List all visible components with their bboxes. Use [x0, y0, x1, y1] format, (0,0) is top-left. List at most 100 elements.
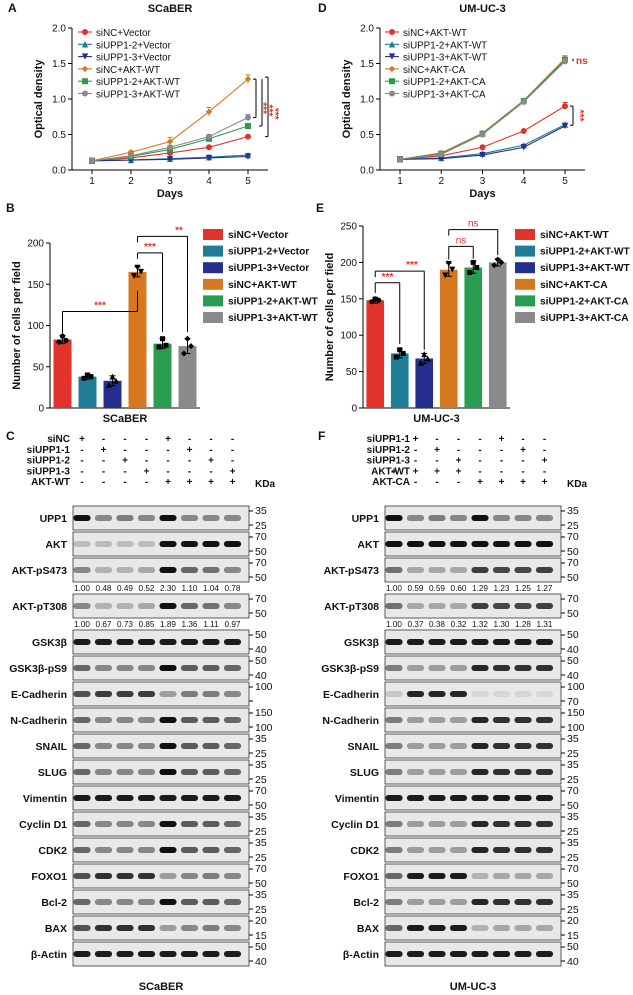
data-point: [479, 144, 486, 151]
replicate-point: [491, 262, 498, 269]
blot-band: [535, 541, 554, 547]
blot-label: Cyclin D1: [19, 819, 67, 831]
mw-label: 50: [567, 608, 579, 620]
quant-value: 2.30: [160, 584, 176, 593]
replicate-point: [470, 259, 476, 265]
blot-band: [116, 743, 134, 749]
blot-band: [73, 639, 91, 645]
legend-swatch: [515, 278, 535, 290]
blot-band: [137, 743, 156, 749]
quant-value: 0.97: [225, 620, 241, 629]
blot-label: Vimentin: [335, 793, 379, 805]
blot-band: [159, 603, 177, 609]
blot-label: BAX: [357, 923, 379, 935]
tick-label: 0: [38, 404, 44, 415]
treatment-mark: -: [500, 445, 503, 456]
legend-label: siUPP1-2+AKT-WT: [228, 296, 318, 307]
legend-swatch: [203, 262, 223, 274]
blot-band: [180, 717, 199, 723]
mw-label: 40: [567, 644, 579, 656]
blot-band: [202, 821, 220, 827]
data-point: [244, 153, 252, 160]
y-axis-label: Optical density: [33, 59, 45, 139]
blot-band: [492, 515, 511, 521]
data-point: [520, 127, 527, 134]
treatment-mark: -: [145, 477, 148, 488]
blot-band: [492, 541, 511, 547]
tick-label: 5: [245, 176, 251, 187]
blot-band: [180, 821, 199, 827]
replicate-point: [156, 344, 162, 350]
data-point: [388, 41, 396, 48]
blot-band: [514, 541, 532, 547]
panel-letter: F: [318, 429, 325, 443]
treatment-mark: -: [123, 445, 126, 456]
treatment-mark: -: [80, 466, 83, 477]
tick-label: 2: [438, 176, 444, 187]
blot-band: [223, 515, 242, 521]
blot-band: [535, 567, 554, 573]
blot-band: [385, 925, 403, 931]
blot-band: [73, 665, 91, 671]
mw-label: 15: [255, 930, 267, 942]
blot-label: Cyclin D1: [331, 819, 379, 831]
blot-band: [535, 847, 554, 853]
legend-label: siNC+AKT-CA: [403, 65, 466, 76]
data-point: [389, 90, 395, 97]
mw-label: 50: [255, 655, 267, 667]
treatment-mark: +: [101, 445, 107, 456]
mw-label: 20: [255, 915, 267, 927]
blot-band: [492, 603, 511, 609]
legend-swatch: [515, 229, 535, 240]
blot-band: [223, 603, 242, 609]
line-chart-D: D UM-UC-3 0.0 0.5 1.0 1.5 2.0 1 2 3 4 5 Days Optical …: [318, 1, 588, 200]
replicate-point: [188, 343, 194, 350]
blot-band: [385, 691, 403, 697]
mw-label: 40: [255, 670, 267, 682]
tick-label: 200: [340, 258, 357, 269]
treatment-mark: -: [435, 456, 438, 467]
replicate-point: [131, 273, 137, 279]
blot-band: [223, 567, 242, 573]
tick-label: 150: [27, 280, 44, 291]
blot-band: [159, 515, 177, 521]
treatment-mark: -: [123, 434, 126, 445]
blot-band: [223, 899, 242, 905]
quant-value: 0.38: [429, 620, 445, 629]
legend-swatch: [515, 262, 535, 274]
panel-letter: A: [8, 1, 17, 15]
mw-label: 40: [567, 956, 579, 968]
quant-value: 0.49: [117, 584, 133, 593]
significance-mark: **: [175, 225, 183, 236]
bar: [128, 271, 147, 408]
blot-label: SNAIL: [36, 741, 68, 753]
blot-band: [428, 873, 446, 879]
blot-label: Vimentin: [23, 793, 67, 805]
treatment-mark: -: [102, 456, 105, 467]
quant-value: 0.37: [408, 620, 424, 629]
blot-band: [180, 873, 199, 879]
replicate-point: [106, 381, 112, 388]
data-point: [479, 151, 486, 159]
blot-band: [180, 691, 199, 697]
treatment-label: siUPP1-1: [367, 434, 411, 445]
legend-label: siUPP1-2+AKT-CA: [403, 77, 486, 88]
tick-label: 100: [27, 321, 44, 332]
replicate-point: [376, 297, 382, 303]
quant-value: 1.10: [182, 584, 198, 593]
treatment-mark: +: [413, 466, 419, 477]
mw-label: 100: [255, 681, 273, 693]
blot-band: [73, 925, 91, 931]
blot-band: [73, 515, 91, 521]
blot-band: [514, 603, 532, 609]
legend-label: siUPP1-2+AKT-WT: [540, 247, 630, 258]
tick-label: 0: [351, 404, 357, 415]
mw-label: 25: [567, 826, 579, 838]
mw-label: 40: [567, 670, 579, 682]
blot-band: [94, 567, 113, 573]
treatment-mark: -: [543, 445, 546, 456]
tick-label: 50: [33, 362, 45, 373]
quant-value: 0.85: [139, 620, 155, 629]
blot-band: [159, 951, 177, 957]
